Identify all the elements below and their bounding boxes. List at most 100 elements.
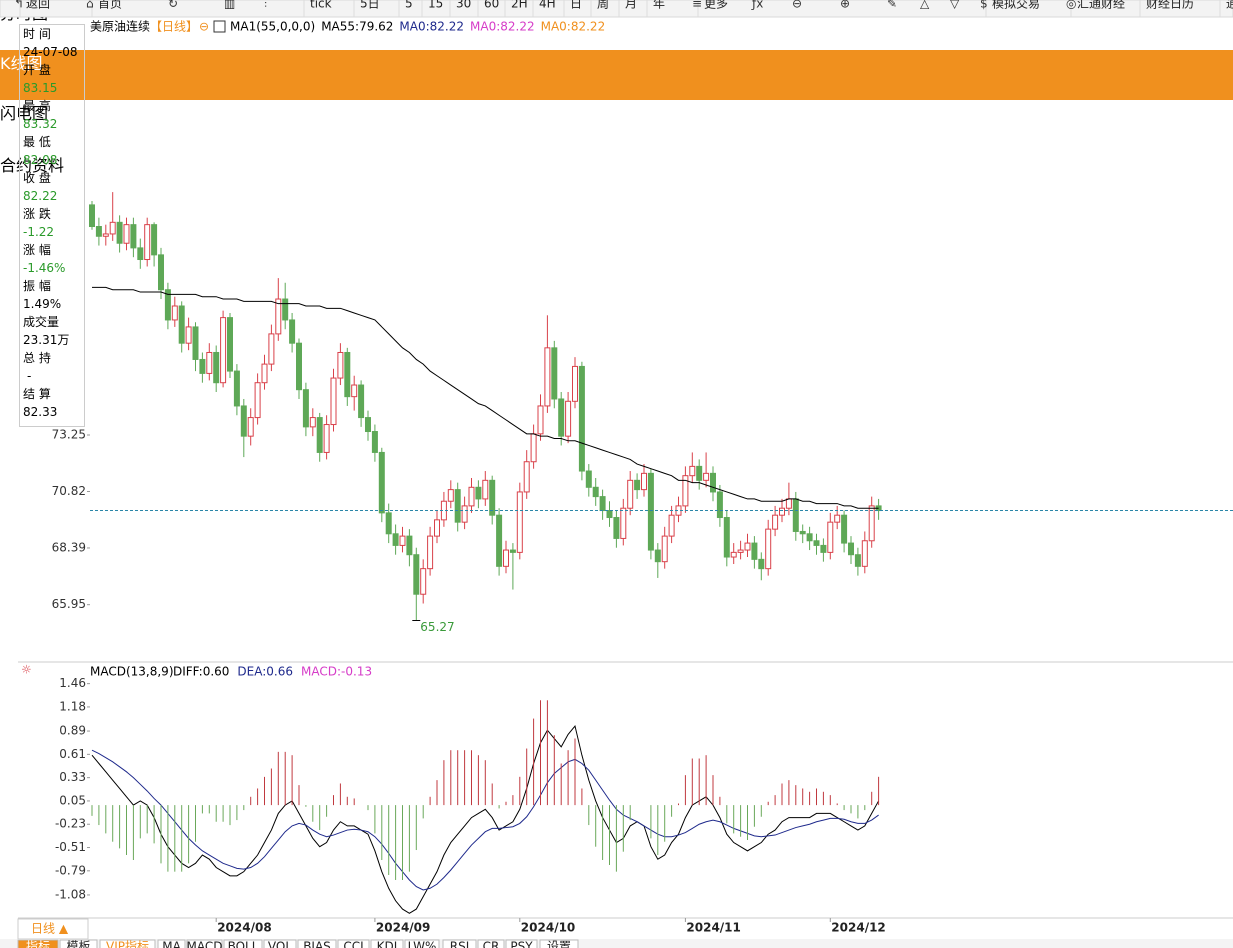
candle-body xyxy=(344,351,351,398)
toolbar-button[interactable]: 返回 xyxy=(26,0,50,11)
candle-body xyxy=(841,514,848,544)
y-tick-label: 65.95 xyxy=(52,597,86,611)
candle-body xyxy=(682,475,689,507)
icon: ☼ xyxy=(21,663,32,677)
toolbar-button[interactable]: 通 xyxy=(1226,0,1233,11)
candle-body xyxy=(723,517,730,558)
indicator-tab[interactable] xyxy=(505,939,538,948)
toolbar-button[interactable]: 5 xyxy=(405,0,413,11)
toolbar-icon: ƒx xyxy=(751,0,763,11)
toolbar-icon: ✎ xyxy=(887,0,897,11)
toolbar-button[interactable]: 月 xyxy=(625,0,637,11)
toolbar-button[interactable]: 周 xyxy=(597,0,609,11)
side-tab[interactable]: 合约资料 xyxy=(0,156,65,175)
candle-body xyxy=(447,489,454,502)
info-value: 82.33 xyxy=(23,405,58,419)
indicator-tab[interactable] xyxy=(370,939,404,948)
toolbar-icon: ◎ xyxy=(1066,0,1076,11)
indicator-tab[interactable] xyxy=(539,939,579,948)
indicator-tab[interactable] xyxy=(404,939,440,948)
info-value: 82.08 xyxy=(23,153,58,167)
side-tabs: 分时图K线图闪电图合约资料 xyxy=(0,0,1233,212)
toolbar-button[interactable]: 60 xyxy=(484,0,499,11)
candle-body xyxy=(558,398,565,437)
indicator-tab-label: MA xyxy=(162,940,181,948)
indicator-tab[interactable] xyxy=(157,939,186,948)
info-label: 收 盘 xyxy=(23,171,51,185)
candle-body xyxy=(703,472,710,481)
candle-body xyxy=(641,472,647,491)
candle-body xyxy=(316,417,323,453)
candle-body xyxy=(378,451,385,514)
indicator-tab-label: RSI xyxy=(450,940,470,948)
x-tick-label: 2024/08 xyxy=(217,921,271,935)
candle-body xyxy=(848,542,854,556)
toolbar-button[interactable]: 30 xyxy=(456,0,471,11)
candle-body xyxy=(151,224,158,256)
toolbar-button[interactable]: 4H xyxy=(539,0,556,11)
candle-body xyxy=(854,554,861,567)
toolbar-button[interactable]: 模拟交易 xyxy=(992,0,1040,11)
y-tick-label: -0.79 xyxy=(55,863,86,877)
y-tick-label: 68.39 xyxy=(52,540,86,554)
legend-item: DEA:0.66 xyxy=(237,665,293,679)
legend-item: MA55:79.62 xyxy=(321,20,393,34)
legend-item: MA0:82.22 xyxy=(399,20,464,34)
candle-body xyxy=(158,254,164,291)
y-tick-label: -0.23 xyxy=(55,817,86,831)
chart-title: 美原油连续 xyxy=(90,19,150,34)
info-label: 结 算 xyxy=(23,387,51,401)
toolbar-button[interactable]: 日 xyxy=(570,0,582,11)
candle-body xyxy=(171,305,178,321)
toolbar-button[interactable]: 汇通财经 xyxy=(1077,0,1125,11)
indicator-tab[interactable] xyxy=(297,939,337,948)
candle-body xyxy=(730,551,737,558)
toolbar-button[interactable]: 5日 xyxy=(360,0,380,11)
indicator-tab[interactable] xyxy=(99,939,156,948)
candle-body xyxy=(275,298,282,335)
indicator-tab[interactable] xyxy=(223,939,263,948)
side-tab[interactable]: 闪电图 xyxy=(0,104,49,123)
toolbar-button[interactable]: 15 xyxy=(428,0,443,11)
candle-body xyxy=(565,400,572,437)
candle-body xyxy=(813,540,820,546)
toolbar-icon: ≡ xyxy=(692,0,702,11)
candle-body xyxy=(123,224,130,244)
indicator-tab[interactable] xyxy=(263,939,297,948)
candle-body xyxy=(413,554,420,595)
candle-body xyxy=(227,317,233,372)
candle-body xyxy=(647,472,654,551)
candle-body xyxy=(661,535,668,563)
indicator-tab[interactable] xyxy=(477,939,505,948)
candle-body xyxy=(434,519,440,537)
toolbar-button[interactable]: 财经日历 xyxy=(1146,0,1194,11)
candle-body xyxy=(351,384,358,398)
indicator-tab[interactable] xyxy=(442,939,477,948)
candle-body xyxy=(116,221,123,244)
toolbar-button[interactable]: 更多 xyxy=(704,0,728,11)
toolbar-button[interactable]: 2H xyxy=(511,0,528,11)
toolbar-icon: ⌂ xyxy=(86,0,94,11)
toolbar-icon: ↰ xyxy=(14,0,24,11)
candle-body xyxy=(710,472,716,493)
toolbar-button[interactable]: 年 xyxy=(653,0,665,11)
candle-body xyxy=(516,491,523,553)
candle-body xyxy=(827,521,834,553)
candle-body xyxy=(799,530,806,535)
side-tab[interactable]: K线图 xyxy=(0,50,1233,100)
info-label: 时 间 xyxy=(23,27,51,41)
legend-item: MA1(55,0,0,0) xyxy=(230,20,315,34)
indicator-tab-label: CCI xyxy=(343,940,363,948)
indicator-tab[interactable] xyxy=(17,939,59,948)
candle-body xyxy=(399,535,406,546)
toolbar-icon: ▥ xyxy=(224,0,235,11)
indicator-tab[interactable] xyxy=(59,939,98,948)
indicator-tab[interactable] xyxy=(337,939,370,948)
toolbar-icon: ⊖ xyxy=(792,0,802,11)
candle-body xyxy=(392,533,399,546)
candle-body xyxy=(268,333,275,365)
toolbar-button[interactable]: 首页 xyxy=(98,0,122,11)
indicator-tab[interactable] xyxy=(186,939,223,948)
toolbar-button[interactable]: tick xyxy=(310,0,332,11)
